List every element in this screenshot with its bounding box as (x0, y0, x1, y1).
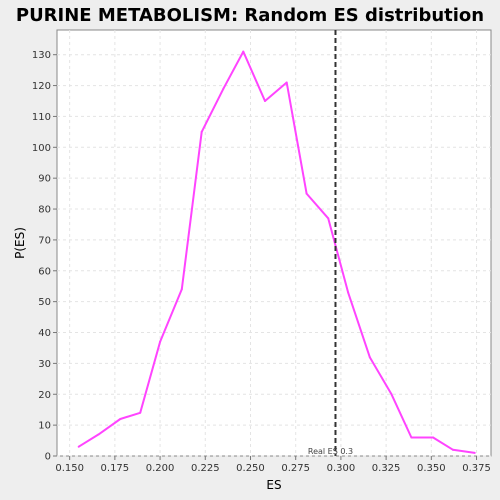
x-tick-label: 0.200 (146, 463, 175, 474)
grid (57, 30, 491, 457)
data-point (327, 217, 330, 220)
y-tick-label: 120 (32, 81, 51, 92)
real-es-marker: Real ES 0.3 (308, 30, 353, 456)
y-tick-label: 100 (32, 143, 51, 154)
data-point (97, 433, 100, 436)
data-point (432, 436, 435, 439)
x-tick-label: 0.225 (191, 463, 220, 474)
y-tick-label: 90 (38, 174, 51, 185)
data-point (347, 291, 350, 294)
y-tick-label: 0 (45, 452, 51, 463)
plot-area (56, 29, 492, 457)
x-tick-label: 0.275 (281, 463, 310, 474)
series (77, 50, 476, 454)
y-tick-label: 30 (38, 359, 51, 370)
data-point (305, 192, 308, 195)
y-tick-label: 20 (38, 390, 51, 401)
y-tick-label: 10 (38, 421, 51, 432)
y-tick-label: 40 (38, 328, 51, 339)
y-axis-label: P(ES) (13, 227, 27, 259)
x-tick-label: 0.325 (372, 463, 401, 474)
data-point (119, 417, 122, 420)
y-tick-label: 130 (32, 50, 51, 61)
data-point (159, 340, 162, 343)
data-point (390, 393, 393, 396)
x-axis-label: ES (266, 478, 281, 492)
data-point (222, 87, 225, 90)
x-tick-label: 0.350 (417, 463, 446, 474)
data-point (473, 451, 476, 454)
y-tick-label: 60 (38, 266, 51, 277)
x-tick-label: 0.150 (55, 463, 84, 474)
real-es-label: Real ES 0.3 (308, 447, 353, 456)
y-tick-label: 70 (38, 235, 51, 246)
y-tick-label: 50 (38, 297, 51, 308)
x-tick-label: 0.375 (462, 463, 491, 474)
data-point (200, 130, 203, 133)
es-distribution-line (78, 50, 475, 454)
chart-title: PURINE METABOLISM: Random ES distributio… (16, 5, 484, 26)
x-tick-label: 0.250 (236, 463, 265, 474)
data-point (263, 100, 266, 102)
data-point (410, 436, 413, 439)
data-point (180, 288, 183, 291)
y-tick-label: 110 (32, 112, 51, 123)
data-point (452, 448, 455, 451)
data-point (139, 411, 142, 414)
data-point (242, 50, 245, 53)
data-point (368, 356, 371, 359)
y-tick-label: 80 (38, 205, 51, 216)
axes: 0 10 20 30 40 50 60 70 80 90 100 110 120 130 0.150 0.17… (32, 50, 491, 474)
x-tick-label: 0.300 (327, 463, 356, 474)
x-tick-label: 0.175 (101, 463, 130, 474)
data-point (285, 81, 288, 84)
data-point (77, 445, 80, 448)
